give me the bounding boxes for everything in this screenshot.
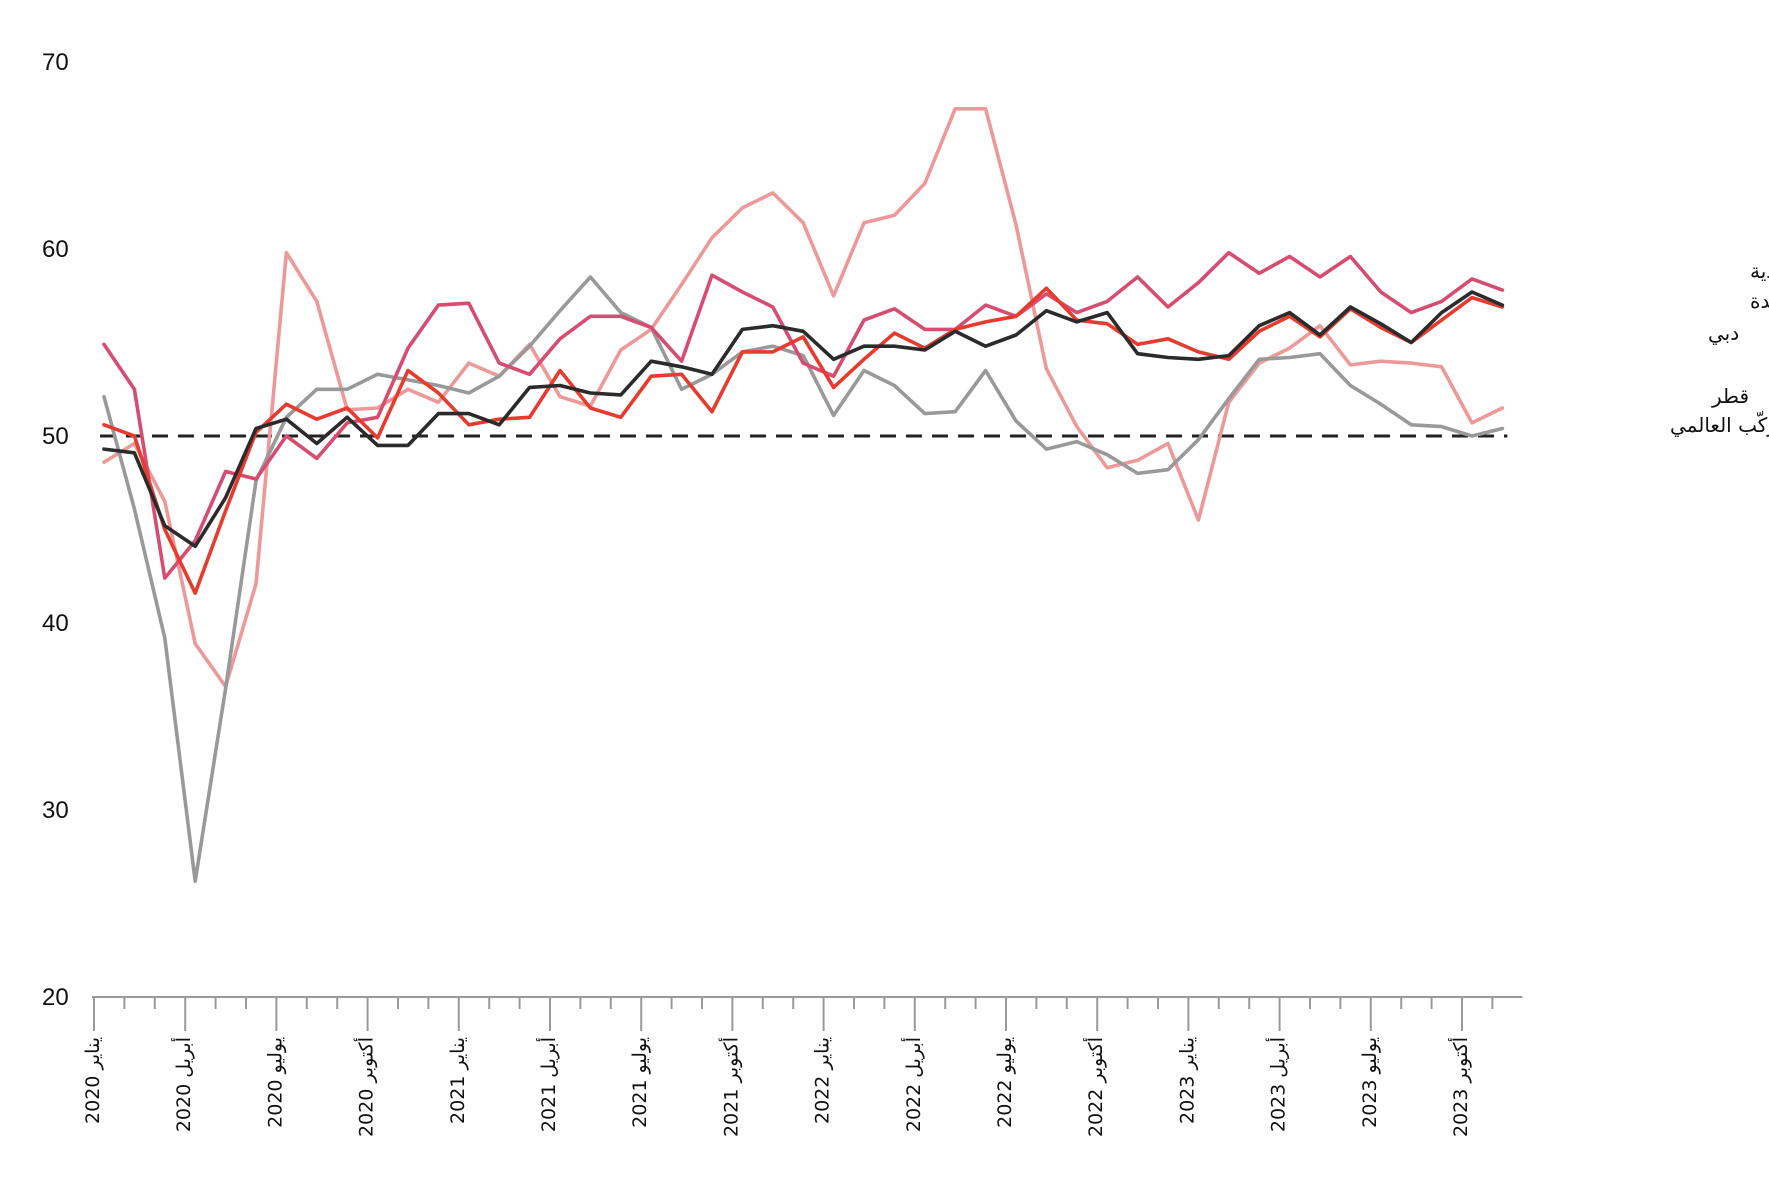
x-tick-label: يناير 2023: [1176, 1037, 1198, 1124]
y-tick-label: 30: [42, 797, 69, 824]
y-tick-label: 50: [42, 423, 69, 450]
series-line-3: [102, 286, 1505, 595]
series-line-4: [102, 290, 1505, 549]
series-line-0: [102, 107, 1505, 689]
label-dubai: دبي: [1708, 321, 1739, 346]
x-tick-label: أكتوبر 2023: [1448, 1037, 1472, 1137]
label-saudi: المملكة العربية السعودية: [1750, 259, 1769, 283]
y-tick-label: 60: [42, 236, 69, 263]
label-uae: الإمارات العربية المتحدة: [1750, 289, 1769, 313]
x-tick-label: يوليو 2020: [264, 1037, 286, 1128]
x-tick-label: أبريل 2022: [901, 1037, 925, 1132]
x-tick-label: يناير 2020: [82, 1037, 104, 1124]
series-labels: المملكة العربية السعودية الإمارات العربي…: [1670, 259, 1769, 438]
x-tick-label: يناير 2022: [812, 1037, 834, 1124]
axes-layer: 70 60 50 40 30 20 يناير 2020 أبريل 2020 يوليو 20…: [42, 49, 1523, 1137]
y-tick-label: 40: [42, 610, 69, 637]
x-tick-label: يوليو 2022: [994, 1037, 1016, 1128]
label-global: المركّب العالمي: [1670, 411, 1769, 438]
x-tick-label: أبريل 2021: [536, 1037, 560, 1132]
x-tick-label: يوليو 2021: [629, 1037, 651, 1128]
x-tick-label: يناير 2021: [447, 1037, 469, 1124]
series-layer: [102, 107, 1505, 883]
x-tick-label: أكتوبر 2020: [354, 1037, 378, 1137]
label-qatar: قطر: [1711, 384, 1749, 408]
x-tick-label: أكتوبر 2022: [1083, 1037, 1107, 1137]
x-tick-label: أبريل 2023: [1266, 1037, 1290, 1132]
series-line-1: [102, 275, 1505, 883]
x-tick-label: أكتوبر 2021: [718, 1037, 742, 1137]
series-line-2: [102, 250, 1505, 580]
x-tick-label: يوليو 2023: [1359, 1037, 1381, 1128]
x-tick-label: أبريل 2020: [171, 1037, 195, 1132]
y-tick-label: 70: [42, 49, 69, 76]
y-tick-label: 20: [42, 984, 69, 1011]
